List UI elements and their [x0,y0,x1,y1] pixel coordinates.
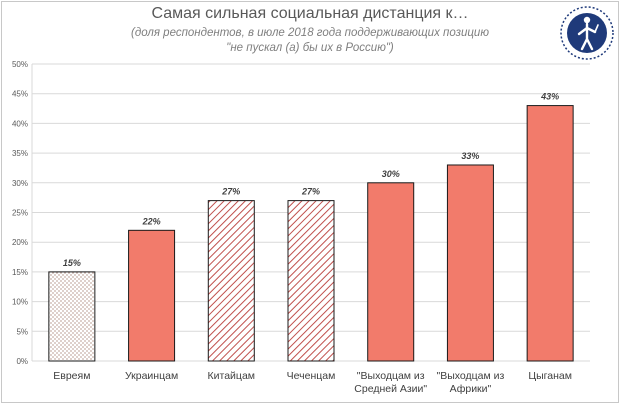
x-category-label: Цыганам [528,370,572,382]
y-tick-label: 25% [12,209,28,218]
data-label: 30% [382,169,400,179]
data-label: 27% [301,187,320,197]
y-tick-label: 5% [16,327,28,336]
x-category-label: "Выходцам из Африки" [437,370,505,395]
x-category-label: "Выходцам из Средней Азии" [354,370,427,395]
bar [207,200,255,362]
data-label: 33% [461,151,479,161]
y-tick-label: 40% [12,119,28,128]
chart-subtitle-line-2: "не пускал (а) бы их в Россию") [226,42,394,54]
y-tick-label: 20% [12,238,28,247]
x-category-label: Китайцам [208,370,255,382]
data-label: 43% [540,92,559,102]
data-label: 22% [142,216,161,226]
data-label: 15% [63,258,81,268]
y-tick-label: 0% [16,357,28,366]
y-tick-label: 35% [12,149,28,158]
x-category-label: Чеченцам [287,370,336,382]
bar [287,200,335,362]
data-label: 27% [221,187,240,197]
y-tick-label: 50% [12,60,28,69]
y-tick-label: 45% [12,90,28,99]
bar [446,164,494,362]
y-tick-label: 15% [12,268,28,277]
university-logo-icon [560,6,614,60]
chart-title: Самая сильная социальная дистанция к… [151,5,469,22]
bar [367,182,415,362]
y-tick-label: 10% [12,298,28,307]
x-category-label: Евреям [53,370,90,382]
bar [128,229,176,362]
bar [526,105,574,362]
bar [48,271,96,362]
x-category-label: Украинцам [125,370,178,382]
chart-subtitle-line-1: (доля респондентов, в июле 2018 года под… [131,27,489,39]
y-tick-label: 30% [12,179,28,188]
